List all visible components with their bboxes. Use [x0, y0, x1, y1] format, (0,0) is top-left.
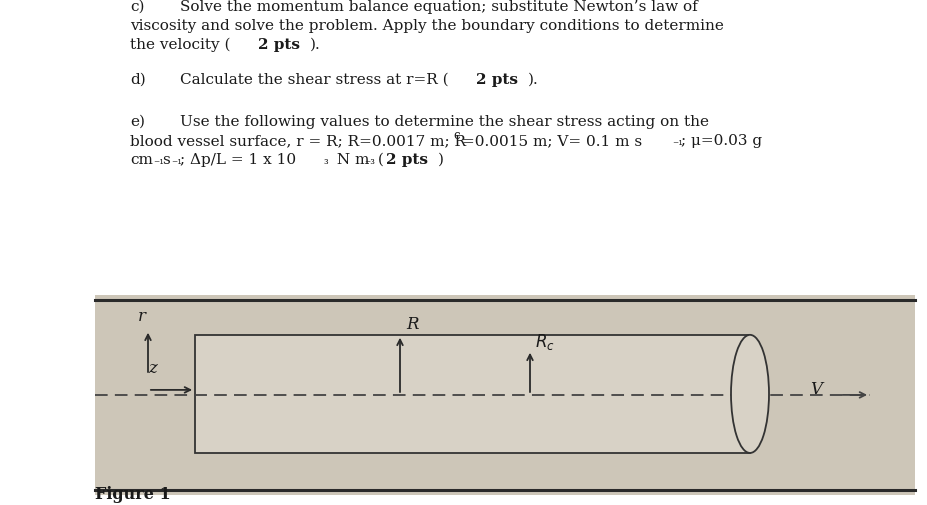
Bar: [195, 335, 749, 453]
Text: ).: ).: [527, 73, 539, 87]
Ellipse shape: [730, 335, 768, 453]
Text: 2 pts: 2 pts: [386, 153, 427, 167]
Text: cm: cm: [130, 153, 153, 167]
Text: the velocity (: the velocity (: [130, 38, 230, 53]
Text: d): d): [130, 73, 146, 87]
Text: Solve the momentum balance equation; substitute Newton’s law of: Solve the momentum balance equation; sub…: [180, 0, 697, 14]
Text: c: c: [452, 129, 459, 142]
Text: ; μ=0.03 g: ; μ=0.03 g: [680, 134, 761, 148]
Text: c): c): [130, 0, 145, 14]
Text: s: s: [162, 153, 170, 167]
Text: Use the following values to determine the shear stress acting on the: Use the following values to determine th…: [180, 115, 708, 129]
Text: V: V: [809, 381, 821, 398]
Text: ): ): [438, 153, 443, 167]
Text: ; Δp/L = 1 x 10: ; Δp/L = 1 x 10: [180, 153, 296, 167]
Text: e): e): [130, 115, 145, 129]
Text: ⁻¹: ⁻¹: [671, 139, 682, 152]
Text: ⁻³: ⁻³: [363, 158, 375, 171]
Text: R: R: [406, 316, 418, 333]
Text: blood vessel surface, r = R; R=0.0017 m; R: blood vessel surface, r = R; R=0.0017 m;…: [130, 134, 465, 148]
Text: Figure 1: Figure 1: [95, 486, 171, 503]
Text: z: z: [147, 360, 157, 377]
Text: ³: ³: [323, 158, 327, 171]
Text: 2 pts: 2 pts: [476, 73, 517, 87]
Text: r: r: [138, 308, 146, 325]
Text: =0.0015 m; V= 0.1 m s: =0.0015 m; V= 0.1 m s: [462, 134, 641, 148]
Text: ⁻¹: ⁻¹: [153, 158, 164, 171]
Text: N m: N m: [332, 153, 369, 167]
Text: ).: ).: [310, 38, 321, 52]
Bar: [95, 295, 914, 495]
Text: viscosity and solve the problem. Apply the boundary conditions to determine: viscosity and solve the problem. Apply t…: [130, 19, 723, 33]
Text: 2 pts: 2 pts: [258, 38, 299, 52]
Text: Calculate the shear stress at r=R (: Calculate the shear stress at r=R (: [180, 73, 448, 87]
Text: (: (: [373, 153, 384, 167]
Text: $R_c$: $R_c$: [535, 332, 554, 352]
Text: ⁻¹: ⁻¹: [171, 158, 182, 171]
